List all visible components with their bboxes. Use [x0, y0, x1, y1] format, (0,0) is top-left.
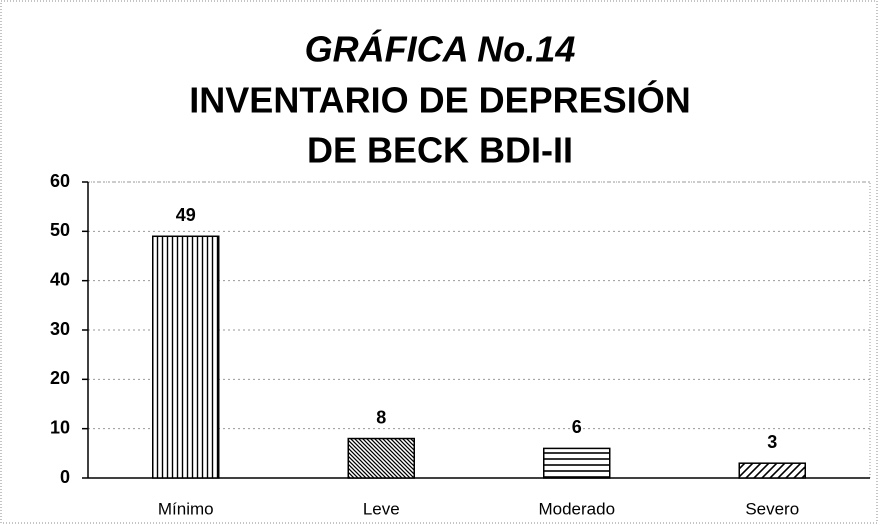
x-tick-label: Severo — [745, 499, 799, 518]
bar — [543, 447, 611, 479]
data-label: 3 — [767, 432, 777, 452]
bar — [347, 437, 415, 479]
y-tick-label: 60 — [50, 171, 70, 191]
chart-title: DE BECK BDI-II — [307, 130, 573, 171]
chart-title: INVENTARIO DE DEPRESIÓN — [189, 79, 690, 121]
x-tick-label: Leve — [363, 499, 400, 518]
bar — [738, 462, 806, 479]
x-tick-label: Moderado — [538, 499, 615, 518]
y-tick-label: 20 — [50, 368, 70, 388]
y-tick-label: 50 — [50, 220, 70, 240]
data-label: 49 — [176, 205, 196, 225]
y-tick-label: 40 — [50, 269, 70, 289]
data-label: 8 — [376, 407, 386, 427]
y-tick-label: 10 — [50, 417, 70, 437]
y-tick-label: 30 — [50, 319, 70, 339]
y-tick-label: 0 — [60, 467, 70, 487]
bar — [152, 235, 220, 479]
chart-title: GRÁFICA No.14 — [305, 29, 576, 70]
x-tick-label: Mínimo — [158, 499, 214, 518]
data-label: 6 — [572, 417, 582, 437]
